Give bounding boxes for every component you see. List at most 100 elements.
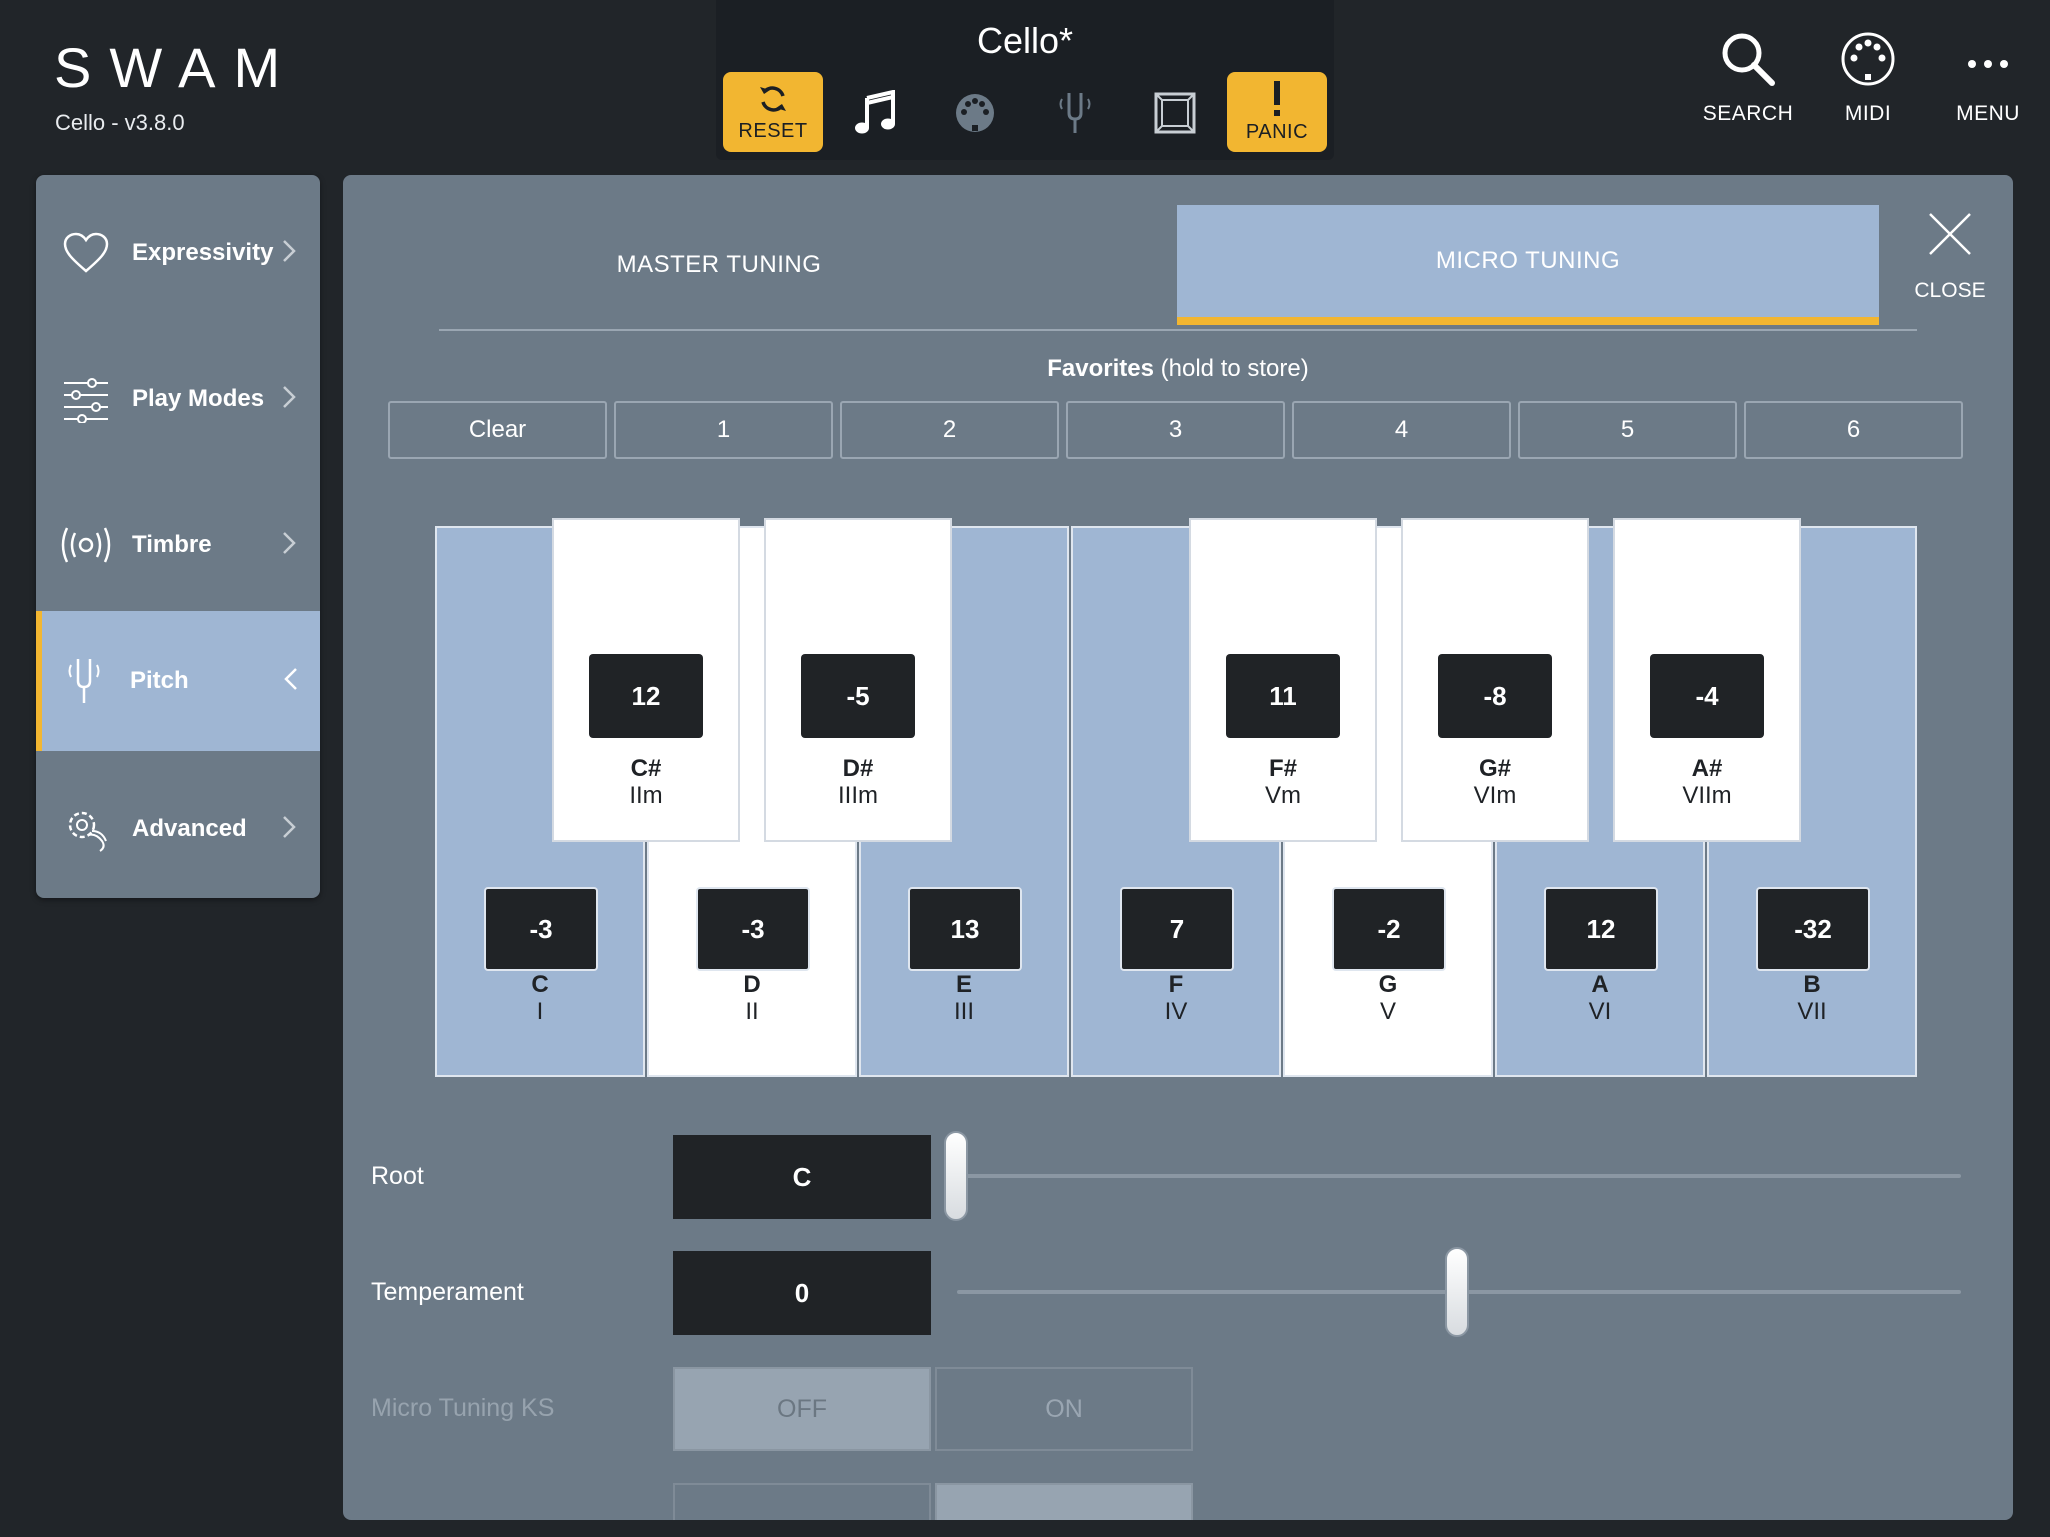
tuning-fork-icon xyxy=(54,655,114,707)
favorites-title: Favorites (hold to store) xyxy=(343,355,2013,383)
next-toggle-on-partial[interactable] xyxy=(935,1483,1193,1520)
sidebar-item-expressivity[interactable]: Expressivity xyxy=(36,183,320,323)
favorite-slot-5[interactable]: 5 xyxy=(1518,401,1737,459)
favorites-clear-button[interactable]: Clear xyxy=(388,401,607,459)
key-degree-label: VI xyxy=(1588,998,1612,1025)
sidebar-item-timbre[interactable]: Timbre xyxy=(36,475,320,615)
favorites-title-hint: (hold to store) xyxy=(1153,355,1309,382)
pitch-panel: MASTER TUNING MICRO TUNING CLOSE Favorit… xyxy=(343,175,2013,1520)
key-offset-value[interactable]: -5 xyxy=(801,654,915,738)
search-icon xyxy=(1722,33,1775,86)
tuning-button[interactable] xyxy=(1025,76,1125,150)
sidebar-item-advanced[interactable]: Advanced xyxy=(36,759,320,898)
key-note-label: B xyxy=(1803,971,1821,998)
music-note-icon xyxy=(855,90,895,134)
key-note-label: C xyxy=(531,971,549,998)
key-offset-value[interactable]: -3 xyxy=(696,887,810,971)
root-slider-track[interactable] xyxy=(957,1174,1961,1178)
sidebar-item-label: Timbre xyxy=(132,531,212,558)
preset-title[interactable]: Cello* xyxy=(976,20,1074,61)
exclamation-icon xyxy=(1274,80,1280,116)
swam-logo: SWAM xyxy=(54,36,299,99)
midi-icon xyxy=(1841,32,1895,86)
menu-button[interactable]: MENU xyxy=(1928,30,2048,126)
chevron-right-icon xyxy=(282,239,302,268)
chevron-right-icon xyxy=(282,531,302,560)
favorites-title-bold: Favorites xyxy=(1047,355,1154,382)
score-button[interactable] xyxy=(825,76,925,150)
favorite-slot-2[interactable]: 2 xyxy=(840,401,1059,459)
sliders-icon xyxy=(56,375,116,423)
key-degree-label: III xyxy=(953,998,974,1025)
midi-connector-icon xyxy=(956,94,994,132)
midi-mapping-button[interactable] xyxy=(925,76,1025,150)
search-button[interactable]: SEARCH xyxy=(1688,30,1808,126)
panic-button[interactable]: PANIC xyxy=(1227,72,1327,152)
key-offset-value[interactable]: 13 xyxy=(908,887,1022,971)
tab-divider xyxy=(439,329,1917,331)
sidebar-item-label: Advanced xyxy=(132,815,247,842)
key-degree-label: V xyxy=(1379,998,1396,1025)
tab-master-tuning[interactable]: MASTER TUNING xyxy=(616,251,822,278)
key-degree-label: VIIm xyxy=(1682,782,1732,809)
root-slider-thumb[interactable] xyxy=(944,1131,968,1221)
key-note-label: E xyxy=(955,971,972,998)
micro-tuning-ks-off[interactable]: OFF xyxy=(673,1367,931,1451)
close-icon xyxy=(1929,213,1971,255)
root-value[interactable]: C xyxy=(673,1135,931,1219)
favorites-row: Clear 1 2 3 4 5 6 xyxy=(388,401,1970,459)
key-offset-value[interactable]: -3 xyxy=(484,887,598,971)
heart-icon xyxy=(56,231,116,275)
micro-tuning-keyboard: -3 C I -3 D II 13 E III 7 F IV -2 G V 12… xyxy=(435,518,1919,1077)
sidebar-item-label: Expressivity xyxy=(132,239,274,266)
sidebar-item-play-modes[interactable]: Play Modes xyxy=(36,329,320,469)
key-offset-value[interactable]: 12 xyxy=(1544,887,1658,971)
key-offset-value[interactable]: 12 xyxy=(589,654,703,738)
sidebar-item-label: Play Modes xyxy=(132,385,265,412)
key-c-sharp[interactable]: 12 C# IIm xyxy=(552,518,740,842)
menu-label: MENU xyxy=(1956,102,2020,125)
favorite-slot-4[interactable]: 4 xyxy=(1292,401,1511,459)
key-g-sharp[interactable]: -8 G# VIm xyxy=(1401,518,1589,842)
key-offset-value[interactable]: -4 xyxy=(1650,654,1764,738)
key-degree-label: II xyxy=(745,998,759,1025)
next-toggle-off-partial[interactable] xyxy=(673,1483,931,1520)
tab-micro-tuning[interactable]: MICRO TUNING xyxy=(1177,205,1879,325)
key-note-label: G xyxy=(1378,971,1398,998)
sidebar-item-label: Pitch xyxy=(130,667,189,694)
key-degree-label: IIIm xyxy=(838,782,878,809)
key-offset-value[interactable]: -32 xyxy=(1756,887,1870,971)
search-label: SEARCH xyxy=(1702,102,1794,125)
micro-tuning-ks-on[interactable]: ON xyxy=(935,1367,1193,1451)
favorite-slot-1[interactable]: 1 xyxy=(614,401,833,459)
key-a-sharp[interactable]: -4 A# VIIm xyxy=(1613,518,1801,842)
close-label: CLOSE xyxy=(1914,279,1986,302)
panic-label: PANIC xyxy=(1245,120,1309,143)
key-f-sharp[interactable]: 11 F# Vm xyxy=(1189,518,1377,842)
key-degree-label: VIm xyxy=(1473,782,1517,809)
close-button[interactable]: CLOSE xyxy=(1905,211,1995,303)
fullscreen-button[interactable] xyxy=(1125,76,1225,150)
sidebar-item-pitch[interactable]: Pitch xyxy=(36,611,320,751)
key-note-label: A# xyxy=(1691,755,1723,782)
temperament-value[interactable]: 0 xyxy=(673,1251,931,1335)
temperament-slider-thumb[interactable] xyxy=(1445,1247,1469,1337)
temperament-label: Temperament xyxy=(371,1278,524,1306)
key-degree-label: IIm xyxy=(629,782,663,809)
key-note-label: G# xyxy=(1478,755,1511,782)
timbre-icon xyxy=(56,525,116,565)
favorite-slot-3[interactable]: 3 xyxy=(1066,401,1285,459)
frame-icon xyxy=(1154,92,1196,134)
key-d-sharp[interactable]: -5 D# IIIm xyxy=(764,518,952,842)
key-offset-value[interactable]: -2 xyxy=(1332,887,1446,971)
chevron-right-icon xyxy=(282,815,302,844)
favorite-slot-6[interactable]: 6 xyxy=(1744,401,1963,459)
midi-button[interactable]: MIDI xyxy=(1808,30,1928,126)
key-offset-value[interactable]: -8 xyxy=(1438,654,1552,738)
key-offset-value[interactable]: 7 xyxy=(1120,887,1234,971)
version-label: Cello - v3.8.0 xyxy=(55,110,185,135)
tuning-fork-icon xyxy=(1059,93,1091,133)
key-offset-value[interactable]: 11 xyxy=(1226,654,1340,738)
reset-button[interactable]: RESET xyxy=(723,72,823,152)
key-degree-label: Vm xyxy=(1265,782,1301,809)
